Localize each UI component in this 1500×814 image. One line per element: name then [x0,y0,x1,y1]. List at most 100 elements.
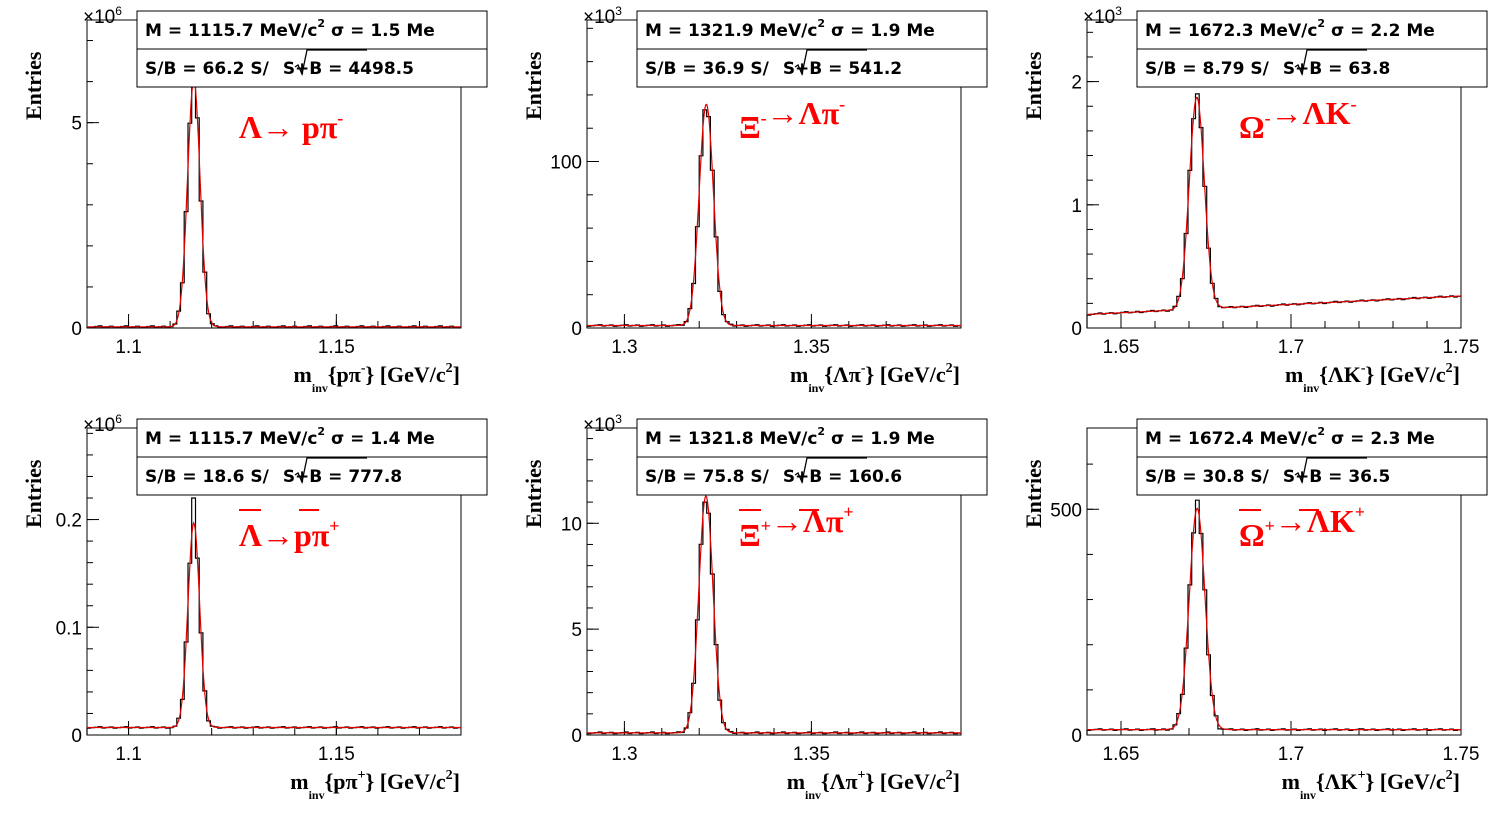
x-label-part: 2 [1446,768,1453,783]
stats-sb: S/B = 75.8 S/ [645,467,770,487]
x-label-part: ] [1453,362,1460,387]
stats-line-mass: M = 1672.3 MeV/c2 σ = 2.2 Me [1145,17,1435,41]
stats-sigma: σ = 2.3 Me [1325,429,1435,449]
decay-process-label: Ξ-→Λπ- [739,94,845,145]
stats-line-mass: M = 1321.9 MeV/c2 σ = 1.9 Me [645,17,935,41]
stats-mass: M = 1115.7 MeV/c [145,21,317,41]
y-tick-label: 10 [561,514,582,535]
x-label-part: - [361,361,366,376]
stats-line-sb: S/B = 66.2 S/S+B = 4498.5 [145,59,414,79]
fit-curve [87,521,461,729]
decay-process-label: Λ→pπ+ [239,516,340,553]
x-label-part: {Λπ [821,769,858,794]
process-text: →ΛK [1271,95,1351,131]
stats-mass: M = 1115.7 MeV/c [145,429,317,449]
x-label-part: 2 [946,768,953,783]
x-label-part: } [GeV/c [1366,769,1446,794]
y-tick-label: 0.1 [56,618,82,639]
process-superscript: + [1265,516,1275,536]
multiplier-exponent: 3 [615,4,622,18]
process-superscript: + [843,502,853,522]
stats-sigma: σ = 1.9 Me [825,21,935,41]
stats-line-sb: S/B = 75.8 S/S+B = 160.6 [645,467,902,487]
x-label-part: ] [453,769,460,794]
x-label-part: m [294,362,312,387]
x-label-part: m [790,362,808,387]
fit-curve [1087,507,1461,731]
x-label-part: inv [1300,788,1316,802]
stats-sb: S/B = 66.2 S/ [145,59,270,79]
x-label-part: } [GeV/c [1366,362,1446,387]
x-label-part: {Λπ [824,362,861,387]
multiplier-exponent: 6 [115,412,122,426]
x-tick-label: 1.3 [611,744,637,765]
sqrt-sign [294,457,367,485]
x-label-part: 2 [446,361,453,376]
multiplier-exponent: 3 [615,412,622,426]
x-tick-label: 1.75 [1443,337,1480,358]
stats-sigma: σ = 1.4 Me [325,429,435,449]
stats-significance: S+B = 4498.5 [283,59,414,79]
process-text: Λ→pπ [239,517,330,553]
y-axis-label: Entries [1021,51,1046,120]
y-axis-label: Entries [521,51,546,120]
x-label-part: ] [1453,769,1460,794]
y-axis-multiplier: ×106 [83,412,122,436]
stats-line-mass: M = 1321.8 MeV/c2 σ = 1.9 Me [645,425,935,449]
histogram-bars [86,48,461,329]
x-label-part: inv [312,381,328,395]
x-tick-label: 1.15 [318,337,355,358]
y-tick-label: 2 [1071,73,1082,94]
x-label-part: + [1358,768,1366,783]
y-tick-label: 0.2 [56,511,82,532]
x-tick-label: 1.15 [318,744,355,765]
histogram-bars [586,109,961,328]
fit-curve [1087,96,1461,315]
stats-significance: S+B = 36.5 [1283,467,1390,487]
sqrt-sign [794,49,867,77]
stats-mass: M = 1672.3 MeV/c [1145,21,1317,41]
y-tick-label: 1 [1071,196,1082,217]
x-tick-label: 1.1 [115,337,141,358]
x-label-part: m [1285,362,1303,387]
y-tick-label: 500 [1050,500,1082,521]
y-tick-label: 0 [71,726,82,747]
x-label-part: {ΛK [1319,362,1361,387]
stats-sb: S/B = 36.9 S/ [645,59,770,79]
fit-curve [87,78,461,328]
x-label-part: inv [1303,381,1319,395]
sqrt-sign [294,49,367,77]
x-label-part: inv [309,788,325,802]
x-label-part: ] [953,769,960,794]
x-label-part: {pπ [325,769,358,794]
y-tick-label: 5 [571,620,582,641]
y-tick-label: 0 [571,726,582,747]
x-label-part: m [1282,769,1300,794]
stats-mass: M = 1672.4 MeV/c [1145,429,1317,449]
x-label-part: m [787,769,805,794]
x-axis-label: minv{ΛK+} [GeV/c2] [1282,768,1460,802]
y-axis-multiplier: ×103 [583,412,622,436]
multiplier-base: ×10 [1083,7,1115,28]
x-tick-label: 1.65 [1103,337,1140,358]
stats-significance: S+B = 541.2 [783,59,902,79]
stats-mass-unit-sup: 2 [1317,17,1325,30]
process-superscript: + [329,516,339,536]
x-label-part: 2 [446,768,453,783]
stats-line-sb: S/B = 30.8 S/S+B = 36.5 [1145,467,1390,487]
stats-significance: S+B = 777.8 [283,467,402,487]
x-label-part: 2 [1446,361,1453,376]
x-axis-label: minv{pπ-} [GeV/c2] [294,361,460,395]
stats-mass-unit-sup: 2 [317,17,325,30]
process-superscript: - [839,94,845,114]
sqrt-sign [1294,457,1367,485]
x-axis-label: minv{ΛK-} [GeV/c2] [1285,361,1460,395]
x-label-part: } [GeV/c [866,769,946,794]
x-label-part: ] [453,362,460,387]
process-text: Ω [1239,517,1265,553]
sqrt-sign [1294,49,1367,77]
x-tick-label: 1.35 [793,744,830,765]
